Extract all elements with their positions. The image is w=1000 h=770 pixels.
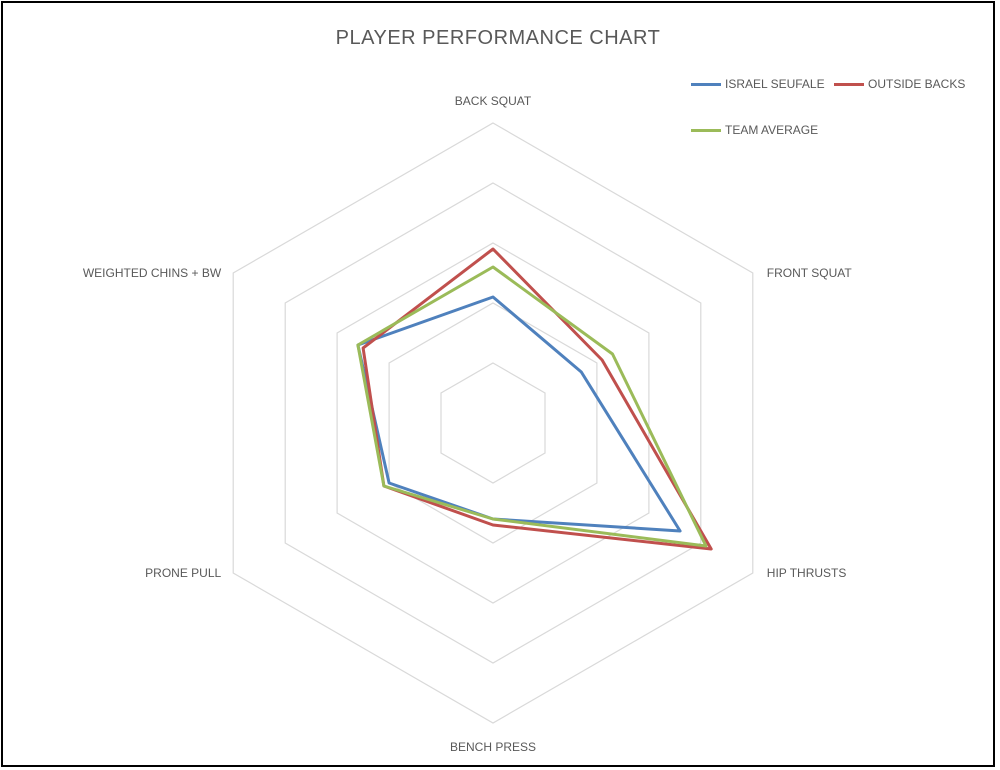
legend-swatch-israel-seufale — [691, 82, 721, 86]
grid-ring-4 — [284, 182, 702, 664]
legend: ISRAEL SEUFALE OUTSIDE BACKS TEAM AVERAG… — [691, 77, 991, 147]
chart-title: PLAYER PERFORMANCE CHART — [335, 27, 661, 49]
legend-item-outside-backs: OUTSIDE BACKS — [834, 77, 965, 91]
radar-plot: BACK SQUAT FRONT SQUAT HIP THRUSTS BENCH PR… — [83, 94, 853, 754]
axis-labels: BACK SQUAT FRONT SQUAT HIP THRUSTS BENCH PR… — [83, 94, 853, 754]
series-line-outside-backs — [361, 247, 713, 551]
legend-label-israel-seufale: ISRAEL SEUFALE — [725, 77, 825, 91]
axis-label-front-squat: FRONT SQUAT — [767, 266, 853, 280]
axis-label-weighted-chins-bw: WEIGHTED CHINS + BW — [83, 266, 222, 280]
grid-ring-2 — [388, 302, 598, 544]
axis-label-prone-pull: PRONE PULL — [145, 566, 221, 580]
axis-label-hip-thrusts: HIP THRUSTS — [767, 566, 847, 580]
legend-swatch-outside-backs — [834, 82, 864, 86]
grid-ring-5 — [232, 122, 754, 724]
axis-label-bench-press: BENCH PRESS — [450, 740, 536, 754]
radar-grid — [232, 122, 754, 724]
series-line-team-average — [356, 265, 708, 548]
legend-label-team-average: TEAM AVERAGE — [725, 123, 819, 137]
grid-ring-3 — [336, 242, 650, 604]
axis-label-back-squat: BACK SQUAT — [455, 94, 532, 108]
grid-ring-1 — [440, 362, 546, 484]
legend-swatch-team-average — [691, 128, 721, 132]
legend-item-team-average: TEAM AVERAGE — [691, 123, 818, 137]
legend-item-israel-seufale: ISRAEL SEUFALE — [691, 77, 825, 91]
radar-series — [356, 247, 713, 551]
legend-label-outside-backs: OUTSIDE BACKS — [868, 77, 966, 91]
